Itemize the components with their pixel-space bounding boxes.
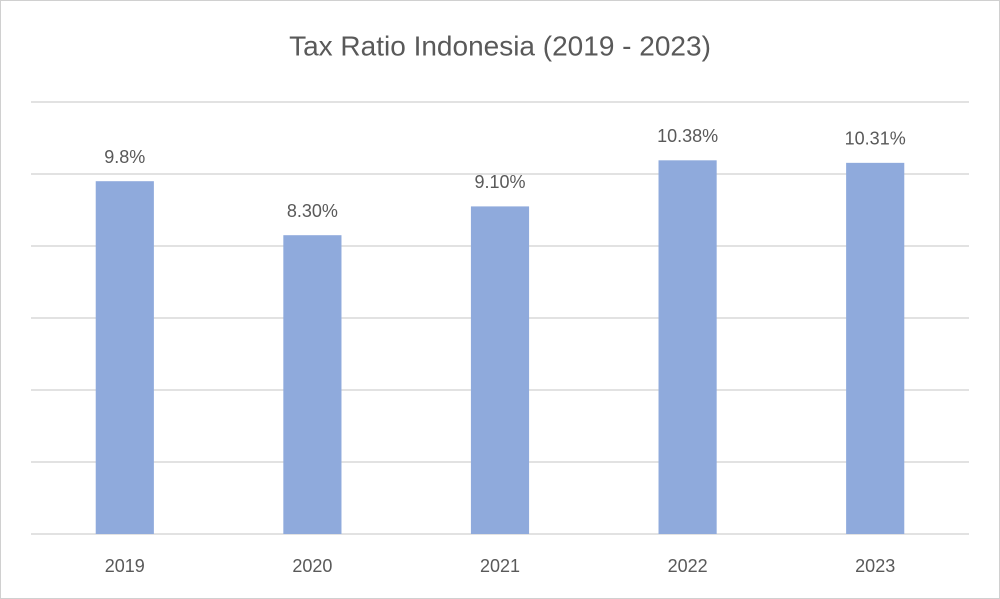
- x-tick-label: 2022: [668, 556, 708, 576]
- x-tick-label: 2021: [480, 556, 520, 576]
- data-label: 10.38%: [657, 126, 718, 146]
- bar: [470, 206, 530, 534]
- bar: [283, 235, 342, 534]
- bar: [95, 181, 154, 534]
- data-label: 9.8%: [104, 147, 145, 167]
- bar: [658, 160, 717, 534]
- data-label: 9.10%: [474, 172, 525, 192]
- data-label: 8.30%: [287, 201, 338, 221]
- bar: [846, 162, 905, 534]
- x-tick-label: 2020: [292, 556, 332, 576]
- x-tick-label: 2023: [855, 556, 895, 576]
- chart-title: Tax Ratio Indonesia (2019 - 2023): [289, 30, 711, 61]
- data-label: 10.31%: [845, 129, 906, 149]
- x-tick-label: 2019: [105, 556, 145, 576]
